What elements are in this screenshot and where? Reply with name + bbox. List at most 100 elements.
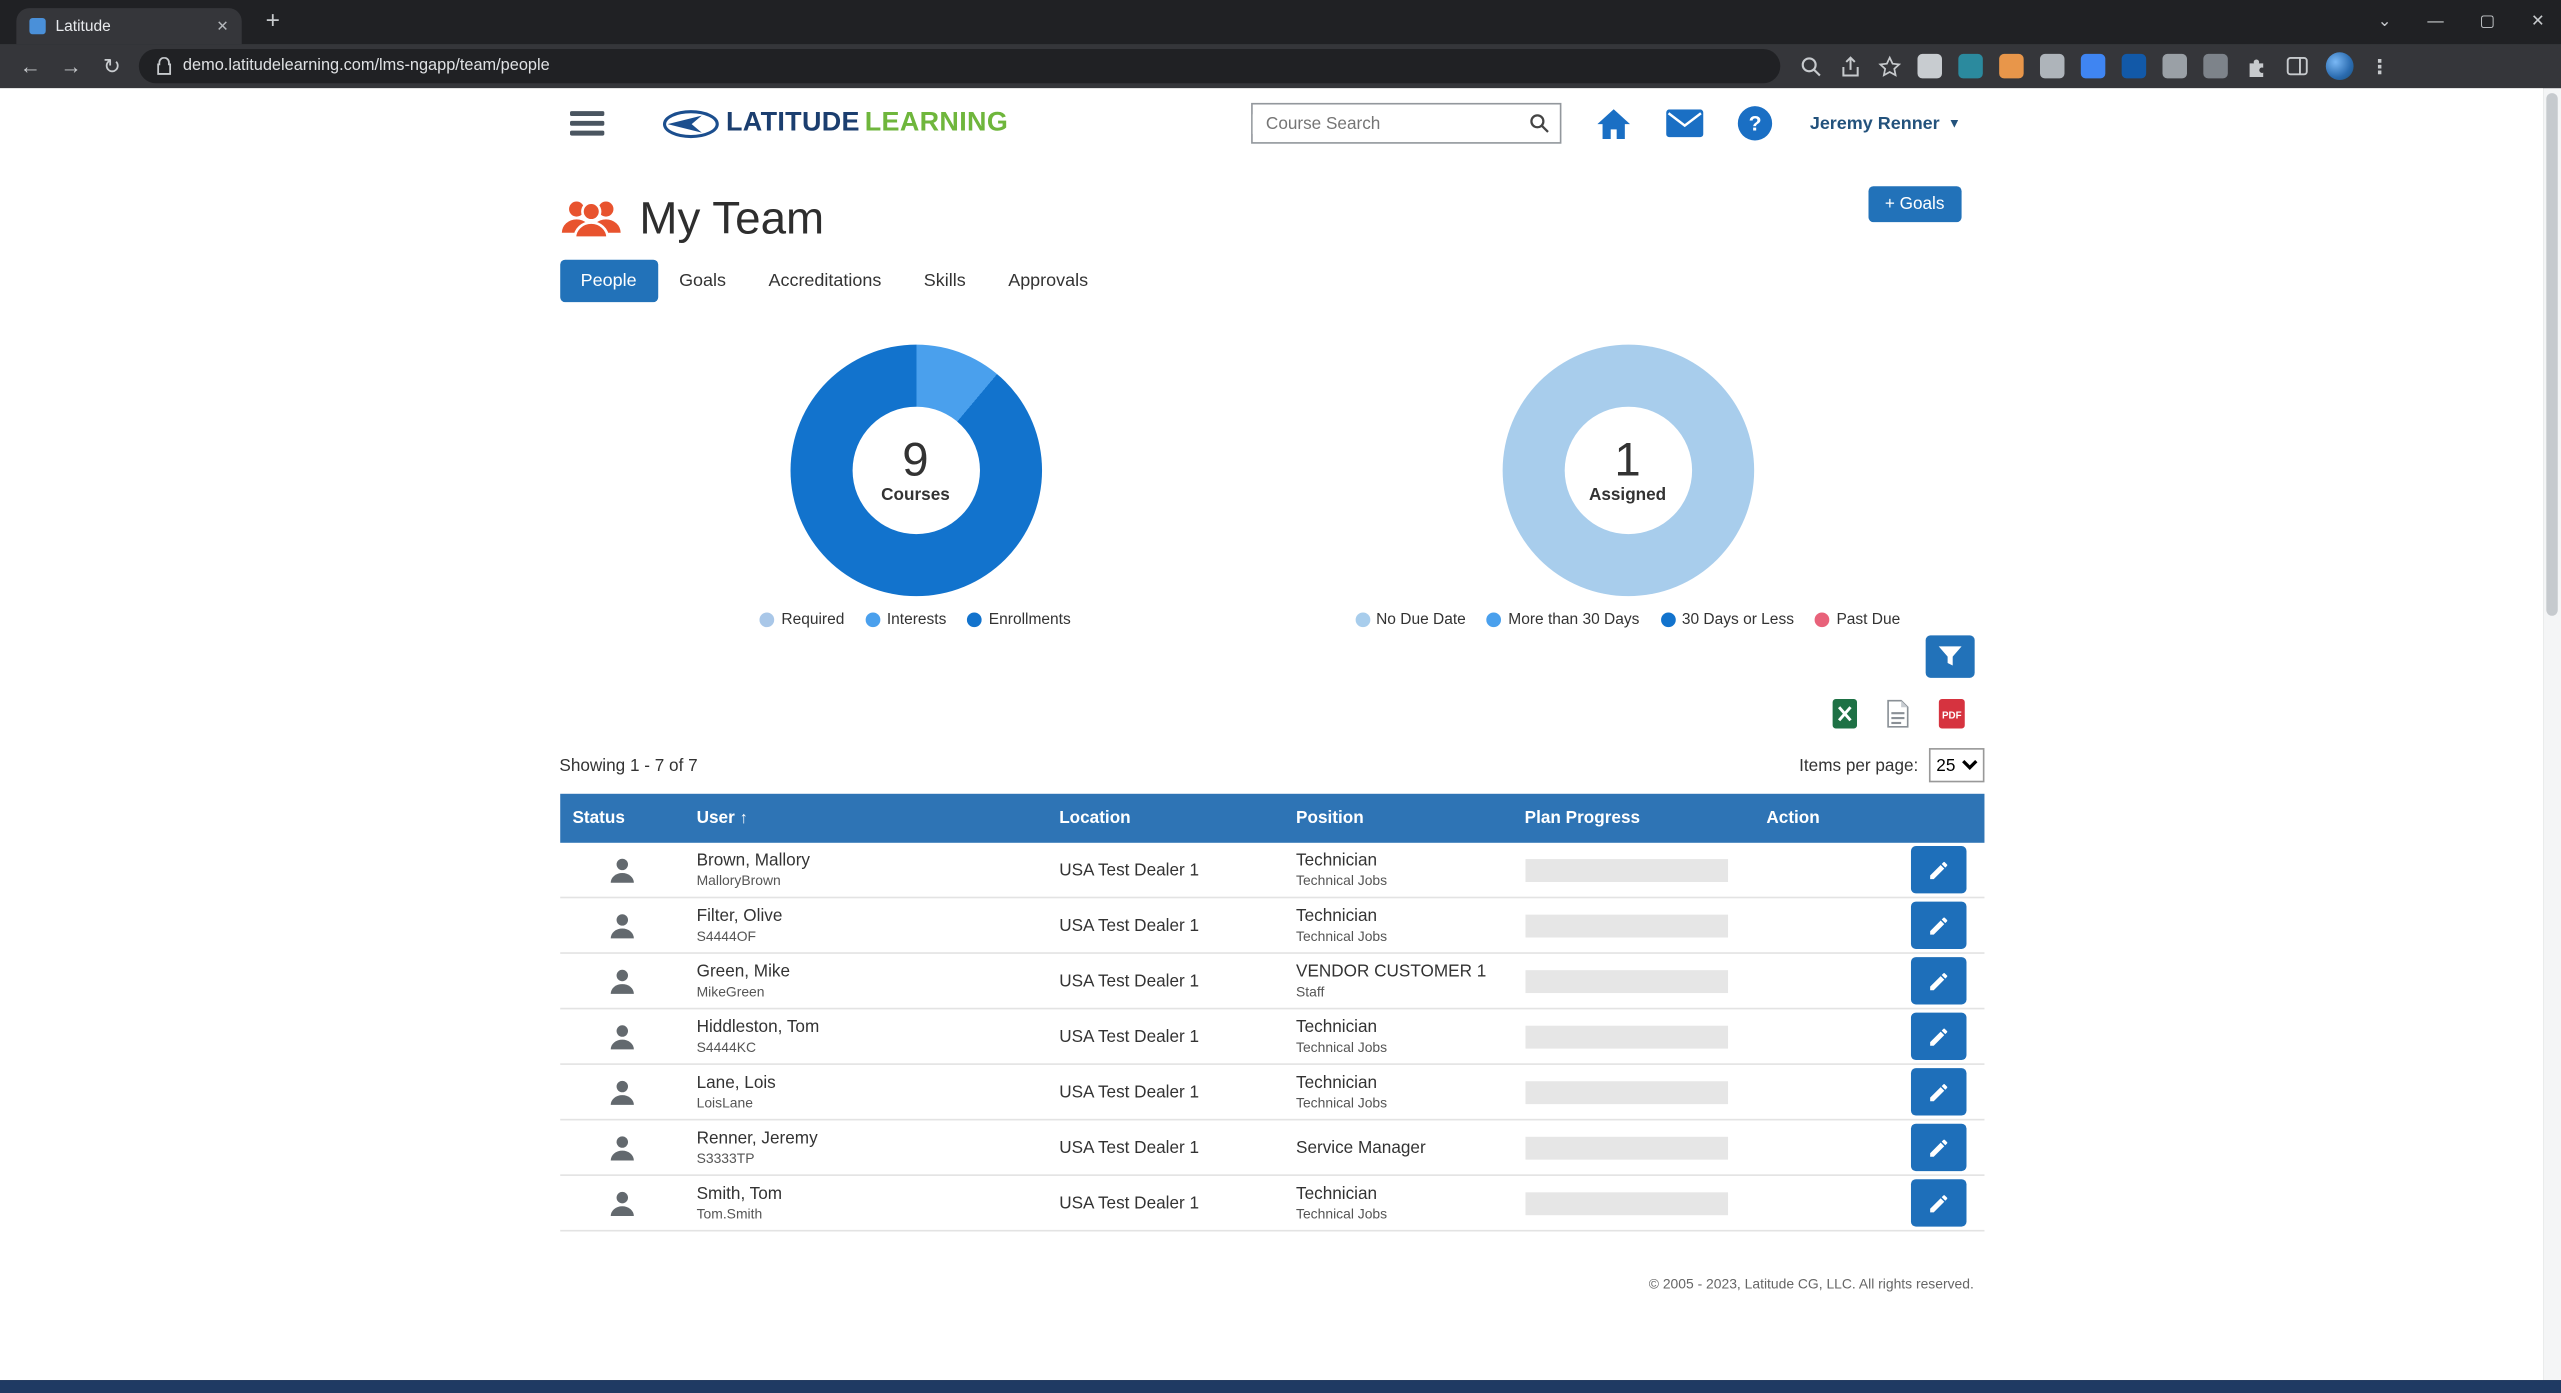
legend-dot-icon bbox=[1660, 612, 1676, 628]
user-menu[interactable]: Jeremy Renner ▼ bbox=[1810, 114, 1961, 134]
home-button[interactable] bbox=[1596, 107, 1632, 140]
window-maximize-button[interactable]: ▢ bbox=[2479, 13, 2496, 32]
browser-menu-icon[interactable]: ⋮ bbox=[2369, 54, 2390, 78]
edit-user-button[interactable] bbox=[1910, 1123, 1966, 1172]
user-avatar-icon bbox=[609, 1080, 634, 1105]
legend-dot-icon bbox=[1815, 612, 1830, 628]
position-cell: Technician Technical Jobs bbox=[1283, 1017, 1512, 1055]
page-title: My Team bbox=[639, 192, 825, 244]
courses-donut-chart: 9 Courses Required Interests Enrollments bbox=[559, 344, 1271, 629]
user-name: Filter, Olive bbox=[696, 906, 783, 926]
extension-icon[interactable] bbox=[2039, 53, 2065, 79]
edit-user-button[interactable] bbox=[1910, 1068, 1966, 1116]
extension-icon[interactable] bbox=[1958, 53, 1983, 79]
location-cell: USA Test Dealer 1 bbox=[1046, 1027, 1283, 1047]
extension-icon[interactable] bbox=[2080, 53, 2106, 79]
filter-button[interactable] bbox=[1924, 635, 1974, 678]
side-panel-icon[interactable] bbox=[2285, 54, 2309, 78]
search-button[interactable] bbox=[1517, 105, 1559, 143]
course-search-input[interactable] bbox=[1252, 113, 1518, 134]
back-button[interactable]: ← bbox=[19, 53, 41, 79]
export-csv-icon[interactable] bbox=[1886, 699, 1909, 728]
extension-icon[interactable] bbox=[2121, 53, 2147, 79]
window-close-button[interactable]: ✕ bbox=[2530, 13, 2545, 32]
plan-progress-bar bbox=[1524, 1024, 1728, 1048]
edit-user-button[interactable] bbox=[1910, 901, 1966, 949]
legend-label: No Due Date bbox=[1376, 610, 1466, 629]
assigned-donut: 1 Assigned bbox=[1501, 344, 1754, 597]
extension-icon[interactable] bbox=[1999, 53, 2024, 79]
messages-button[interactable] bbox=[1666, 109, 1704, 138]
new-tab-button[interactable]: + bbox=[265, 6, 280, 35]
tab-accreditations[interactable]: Accreditations bbox=[768, 271, 882, 291]
window-minimize-button[interactable]: — bbox=[2427, 13, 2444, 32]
chevron-down-icon: ▼ bbox=[1947, 115, 1961, 131]
tab-people[interactable]: People bbox=[559, 259, 658, 303]
tab-approvals[interactable]: Approvals bbox=[1008, 271, 1089, 291]
list-meta-row: Showing 1 - 7 of 7 Items per page: 25 bbox=[559, 748, 1984, 783]
hamburger-menu-icon[interactable] bbox=[569, 111, 604, 136]
column-location[interactable]: Location bbox=[1059, 808, 1131, 829]
bookmark-star-icon[interactable] bbox=[1878, 54, 1902, 78]
extension-icon[interactable] bbox=[1917, 53, 1942, 79]
tab-skills[interactable]: Skills bbox=[923, 271, 966, 291]
legend-dot-icon bbox=[967, 612, 983, 628]
user-username: S3333TP bbox=[696, 1150, 755, 1167]
pencil-icon bbox=[1929, 861, 1947, 879]
progress-cell bbox=[1512, 1080, 1754, 1104]
action-cell bbox=[1753, 957, 1983, 1005]
export-toolbar: PDF bbox=[559, 699, 1983, 729]
export-excel-icon[interactable] bbox=[1831, 699, 1857, 729]
user-username: S4444KC bbox=[696, 1039, 757, 1056]
edit-user-button[interactable] bbox=[1910, 957, 1966, 1005]
user-cell: Filter, Olive S4444OF bbox=[684, 906, 1047, 944]
browser-profile-avatar[interactable] bbox=[2325, 52, 2354, 81]
plan-progress-bar bbox=[1524, 858, 1728, 882]
site-security-lock-icon bbox=[157, 57, 172, 75]
user-position: Technician bbox=[1296, 906, 1378, 926]
team-tabs: People Goals Accreditations Skills Appro… bbox=[559, 259, 1983, 303]
tab-goals[interactable]: Goals bbox=[679, 271, 727, 291]
extension-icon[interactable] bbox=[2162, 53, 2187, 79]
column-plan-progress[interactable]: Plan Progress bbox=[1524, 808, 1641, 829]
user-name: Smith, Tom bbox=[696, 1183, 783, 1204]
user-cell: Brown, Mallory MalloryBrown bbox=[684, 851, 1047, 889]
edit-user-button[interactable] bbox=[1910, 846, 1966, 894]
user-username: LoisLane bbox=[696, 1094, 753, 1112]
edit-user-button[interactable] bbox=[1910, 1179, 1966, 1227]
extensions-puzzle-icon[interactable] bbox=[2244, 54, 2268, 78]
page-scrollbar[interactable] bbox=[2543, 88, 2561, 1381]
pencil-icon bbox=[1929, 1138, 1947, 1156]
position-cell: VENDOR CUSTOMER 1 Staff bbox=[1283, 962, 1512, 1000]
items-per-page-select[interactable]: 25 bbox=[1928, 748, 1984, 783]
sort-asc-icon: ↑ bbox=[739, 809, 748, 828]
url-bar[interactable]: demo.latitudelearning.com/lms-ngapp/team… bbox=[138, 48, 1781, 84]
extension-icon[interactable] bbox=[2203, 53, 2228, 79]
help-button[interactable]: ? bbox=[1737, 106, 1773, 141]
add-goals-button[interactable]: + Goals bbox=[1868, 186, 1961, 223]
latitude-learning-logo[interactable]: LATITUDE LEARNING bbox=[659, 105, 1008, 141]
user-position-group: Technical Jobs bbox=[1296, 1094, 1388, 1112]
progress-cell bbox=[1512, 1135, 1754, 1159]
scrollbar-thumb[interactable] bbox=[2546, 93, 2558, 616]
location-cell: USA Test Dealer 1 bbox=[1046, 915, 1283, 935]
zoom-lens-icon[interactable] bbox=[1800, 55, 1823, 78]
location-cell: USA Test Dealer 1 bbox=[1046, 1082, 1283, 1102]
column-position[interactable]: Position bbox=[1296, 808, 1364, 829]
tab-close-icon[interactable]: ✕ bbox=[216, 17, 229, 34]
forward-button[interactable]: → bbox=[60, 53, 82, 79]
user-location: USA Test Dealer 1 bbox=[1059, 1026, 1200, 1047]
action-cell bbox=[1753, 846, 1983, 894]
donut-center: 1 Assigned bbox=[1563, 406, 1692, 535]
user-location: USA Test Dealer 1 bbox=[1059, 1193, 1200, 1213]
reload-button[interactable]: ↻ bbox=[102, 53, 121, 78]
export-pdf-icon[interactable]: PDF bbox=[1937, 699, 1965, 729]
legend-label: Enrollments bbox=[988, 610, 1071, 629]
browser-tab[interactable]: Latitude ✕ bbox=[16, 8, 242, 45]
table-row: Lane, Lois LoisLane USA Test Dealer 1 Techn… bbox=[559, 1065, 1984, 1121]
column-status[interactable]: Status bbox=[572, 808, 625, 829]
share-icon[interactable] bbox=[1839, 55, 1862, 78]
edit-user-button[interactable] bbox=[1910, 1012, 1966, 1061]
column-user[interactable]: User ↑ bbox=[696, 808, 748, 829]
tab-list-chevron-icon[interactable]: ⌄ bbox=[2377, 13, 2392, 32]
